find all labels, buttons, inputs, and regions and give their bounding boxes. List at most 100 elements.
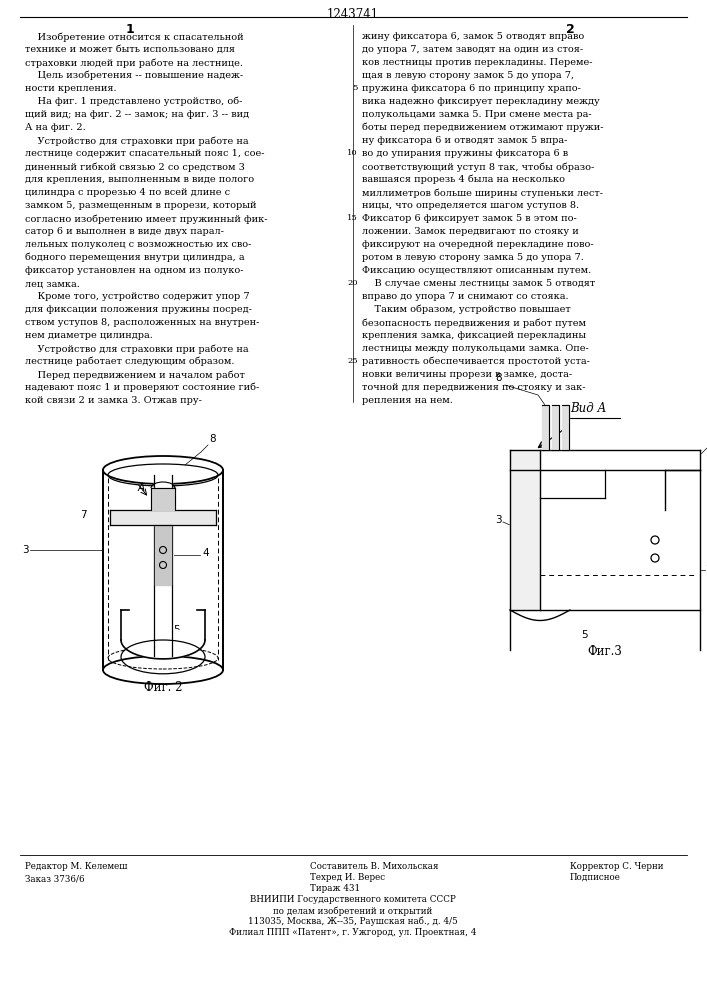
Text: для крепления, выполненным в виде полого: для крепления, выполненным в виде полого <box>25 175 254 184</box>
Polygon shape <box>151 488 175 510</box>
Text: 15: 15 <box>347 214 358 222</box>
Polygon shape <box>510 450 700 470</box>
Text: до упора 7, затем заводят на один из стоя-: до упора 7, затем заводят на один из сто… <box>362 45 583 54</box>
Text: На фиг. 1 представлено устройство, об-: На фиг. 1 представлено устройство, об- <box>25 97 243 106</box>
Text: ВНИИПИ Государственного комитета СССР: ВНИИПИ Государственного комитета СССР <box>250 895 456 904</box>
Text: ротом в левую сторону замка 5 до упора 7.: ротом в левую сторону замка 5 до упора 7… <box>362 253 584 262</box>
Text: 7: 7 <box>80 510 87 520</box>
Text: Кроме того, устройство содержит упор 7: Кроме того, устройство содержит упор 7 <box>25 292 250 301</box>
Text: А: А <box>137 483 144 493</box>
Text: ков лестницы против перекладины. Переме-: ков лестницы против перекладины. Переме- <box>362 58 592 67</box>
Text: точной для передвижения по стояку и зак-: точной для передвижения по стояку и зак- <box>362 383 585 392</box>
Text: бодного перемещения внутри цилиндра, а: бодного перемещения внутри цилиндра, а <box>25 253 245 262</box>
Text: 3: 3 <box>22 545 28 555</box>
Text: Устройство для страховки при работе на: Устройство для страховки при работе на <box>25 344 249 354</box>
Text: лельных полуколец с возможностью их сво-: лельных полуколец с возможностью их сво- <box>25 240 252 249</box>
Text: надевают пояс 1 и проверяют состояние гиб-: надевают пояс 1 и проверяют состояние ги… <box>25 383 259 392</box>
Text: пружина фиксатора 6 по принципу храпо-: пружина фиксатора 6 по принципу храпо- <box>362 84 581 93</box>
Text: 25: 25 <box>347 357 358 365</box>
Text: фиксируют на очередной перекладине пово-: фиксируют на очередной перекладине пово- <box>362 240 594 249</box>
Polygon shape <box>510 450 540 610</box>
Text: лестницы между полукольцами замка. Опе-: лестницы между полукольцами замка. Опе- <box>362 344 589 353</box>
Text: 5: 5 <box>173 625 180 635</box>
Text: ности крепления.: ности крепления. <box>25 84 117 93</box>
Text: согласно изобретению имеет пружинный фик-: согласно изобретению имеет пружинный фик… <box>25 214 267 224</box>
Text: фиксатор установлен на одном из полуко-: фиксатор установлен на одном из полуко- <box>25 266 243 275</box>
Text: 7: 7 <box>705 565 707 575</box>
Polygon shape <box>510 470 700 610</box>
Text: Заказ 3736/6: Заказ 3736/6 <box>25 874 85 883</box>
Text: 20: 20 <box>348 279 358 287</box>
Text: лестнице содержит спасательный пояс 1, сое-: лестнице содержит спасательный пояс 1, с… <box>25 149 264 158</box>
Text: миллиметров больше ширины ступеньки лест-: миллиметров больше ширины ступеньки лест… <box>362 188 603 198</box>
Text: новки величины прорези в замке, доста-: новки величины прорези в замке, доста- <box>362 370 572 379</box>
Text: Фиг.3: Фиг.3 <box>588 645 622 658</box>
Text: лец замка.: лец замка. <box>25 279 80 288</box>
Text: 2: 2 <box>566 23 574 36</box>
Text: репления на нем.: репления на нем. <box>362 396 453 405</box>
Text: Подписное: Подписное <box>570 873 621 882</box>
Text: Филиал ППП «Патент», г. Ужгород, ул. Проектная, 4: Филиал ППП «Патент», г. Ужгород, ул. Про… <box>229 928 477 937</box>
Text: ративность обеспечивается простотой уста-: ративность обеспечивается простотой уста… <box>362 357 590 366</box>
Text: 8: 8 <box>496 373 502 383</box>
Text: 113035, Москва, Ж--35, Раушская наб., д. 4/5: 113035, Москва, Ж--35, Раушская наб., д.… <box>248 917 458 926</box>
Text: ницы, что определяется шагом уступов 8.: ницы, что определяется шагом уступов 8. <box>362 201 579 210</box>
Text: 1: 1 <box>126 23 134 36</box>
Polygon shape <box>562 405 569 450</box>
Text: боты перед передвижением отжимают пружи-: боты перед передвижением отжимают пружи- <box>362 123 604 132</box>
Text: Фиг. 2: Фиг. 2 <box>144 681 182 694</box>
Text: кой связи 2 и замка 3. Отжав пру-: кой связи 2 и замка 3. Отжав пру- <box>25 396 202 405</box>
Text: безопасность передвижения и работ путем: безопасность передвижения и работ путем <box>362 318 586 328</box>
Text: Техред И. Верес: Техред И. Верес <box>310 873 385 882</box>
Text: Тираж 431: Тираж 431 <box>310 884 360 893</box>
Text: соответствующий уступ 8 так, чтобы образо-: соответствующий уступ 8 так, чтобы образ… <box>362 162 595 172</box>
Text: диненный гибкой связью 2 со средством 3: диненный гибкой связью 2 со средством 3 <box>25 162 245 172</box>
Text: Фиксатор 6 фиксирует замок 5 в этом по-: Фиксатор 6 фиксирует замок 5 в этом по- <box>362 214 577 223</box>
Text: вика надежно фиксирует перекладину между: вика надежно фиксирует перекладину между <box>362 97 600 106</box>
Text: 5: 5 <box>353 84 358 92</box>
Text: технике и может быть использовано для: технике и может быть использовано для <box>25 45 235 54</box>
Text: Таким образом, устройство повышает: Таким образом, устройство повышает <box>362 305 571 314</box>
Text: по делам изобретений и открытий: по делам изобретений и открытий <box>274 906 433 916</box>
Text: 5: 5 <box>582 630 588 640</box>
Text: вправо до упора 7 и снимают со стояка.: вправо до упора 7 и снимают со стояка. <box>362 292 568 301</box>
Polygon shape <box>542 405 549 450</box>
Text: В случае смены лестницы замок 5 отводят: В случае смены лестницы замок 5 отводят <box>362 279 595 288</box>
Text: сатор 6 и выполнен в виде двух парал-: сатор 6 и выполнен в виде двух парал- <box>25 227 224 236</box>
Polygon shape <box>121 610 205 659</box>
Text: Редактор М. Келемеш: Редактор М. Келемеш <box>25 862 127 871</box>
Polygon shape <box>218 470 223 670</box>
Text: страховки людей при работе на лестнице.: страховки людей при работе на лестнице. <box>25 58 243 68</box>
Text: Вид А: Вид А <box>570 402 607 415</box>
Text: замком 5, размещенным в прорези, который: замком 5, размещенным в прорези, который <box>25 201 257 210</box>
Text: Корректор С. Черни: Корректор С. Черни <box>570 862 663 871</box>
Text: Составитель В. Михольская: Составитель В. Михольская <box>310 862 438 871</box>
Text: Фиксацию осуществляют описанным путем.: Фиксацию осуществляют описанным путем. <box>362 266 591 275</box>
Text: ну фиксатора 6 и отводят замок 5 впра-: ну фиксатора 6 и отводят замок 5 впра- <box>362 136 568 145</box>
Text: 8: 8 <box>209 434 216 444</box>
Text: Цель изобретения -- повышение надеж-: Цель изобретения -- повышение надеж- <box>25 71 243 81</box>
Text: щая в левую сторону замок 5 до упора 7,: щая в левую сторону замок 5 до упора 7, <box>362 71 574 80</box>
Polygon shape <box>154 475 172 658</box>
Text: щий вид; на фиг. 2 -- замок; на фиг. 3 -- вид: щий вид; на фиг. 2 -- замок; на фиг. 3 -… <box>25 110 249 119</box>
Text: ложении. Замок передвигают по стояку и: ложении. Замок передвигают по стояку и <box>362 227 579 236</box>
Text: для фиксации положения пружины посред-: для фиксации положения пружины посред- <box>25 305 252 314</box>
Polygon shape <box>552 405 559 450</box>
Text: 6: 6 <box>168 483 175 493</box>
Text: 1243741: 1243741 <box>327 8 379 21</box>
Text: 10: 10 <box>347 149 358 157</box>
Polygon shape <box>155 525 171 585</box>
Text: во до упирания пружины фиксатора 6 в: во до упирания пружины фиксатора 6 в <box>362 149 568 158</box>
Polygon shape <box>110 510 216 525</box>
Text: лестнице работает следующим образом.: лестнице работает следующим образом. <box>25 357 235 366</box>
Text: Устройство для страховки при работе на: Устройство для страховки при работе на <box>25 136 249 145</box>
Text: нем диаметре цилиндра.: нем диаметре цилиндра. <box>25 331 153 340</box>
Text: полукольцами замка 5. При смене места ра-: полукольцами замка 5. При смене места ра… <box>362 110 592 119</box>
Text: 4: 4 <box>202 548 209 558</box>
Text: А на фиг. 2.: А на фиг. 2. <box>25 123 86 132</box>
Text: жину фиксатора 6, замок 5 отводят вправо: жину фиксатора 6, замок 5 отводят вправо <box>362 32 584 41</box>
Text: Перед передвижением и началом работ: Перед передвижением и началом работ <box>25 370 245 379</box>
Polygon shape <box>103 470 108 670</box>
Text: 3: 3 <box>496 515 502 525</box>
Text: цилиндра с прорезью 4 по всей длине с: цилиндра с прорезью 4 по всей длине с <box>25 188 230 197</box>
